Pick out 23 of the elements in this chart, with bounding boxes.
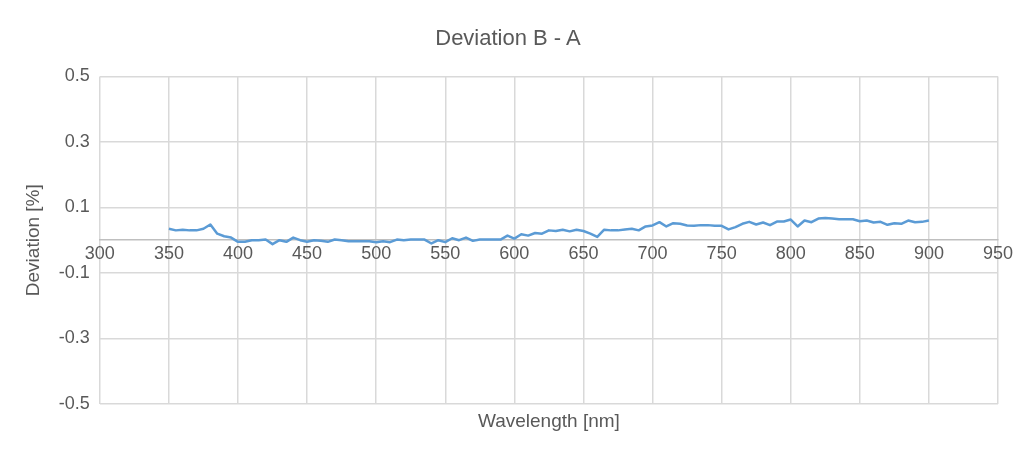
x-axis-title: Wavelength [nm] bbox=[477, 409, 620, 431]
x-tick-label: 700 bbox=[637, 242, 668, 263]
y-tick-label: -0.1 bbox=[58, 261, 90, 282]
x-tick-label: 400 bbox=[222, 242, 254, 263]
y-tick-label: 0.1 bbox=[64, 196, 90, 217]
x-tick-label: 950 bbox=[982, 242, 1014, 263]
y-tick-label: 0.5 bbox=[64, 65, 90, 86]
y-tick-label: 0.3 bbox=[64, 130, 90, 151]
x-tick-label: 750 bbox=[706, 242, 737, 263]
x-tick-label: 900 bbox=[913, 242, 944, 263]
x-tick-label: 800 bbox=[775, 242, 806, 263]
y-axis-title: Deviation [%] bbox=[21, 184, 43, 297]
x-tick-label: 600 bbox=[499, 242, 530, 263]
x-tick-label: 850 bbox=[844, 242, 875, 263]
x-tick-label: 650 bbox=[568, 242, 599, 263]
x-tick-label: 450 bbox=[292, 242, 323, 263]
y-tick-label: -0.3 bbox=[58, 327, 90, 348]
chart-title: Deviation B - A bbox=[435, 25, 582, 51]
x-tick-label: 550 bbox=[430, 242, 461, 263]
x-tick-label: 350 bbox=[153, 242, 184, 263]
x-tick-label: 300 bbox=[84, 242, 115, 263]
x-tick-label: 500 bbox=[361, 242, 392, 263]
y-tick-label: -0.5 bbox=[58, 392, 90, 413]
